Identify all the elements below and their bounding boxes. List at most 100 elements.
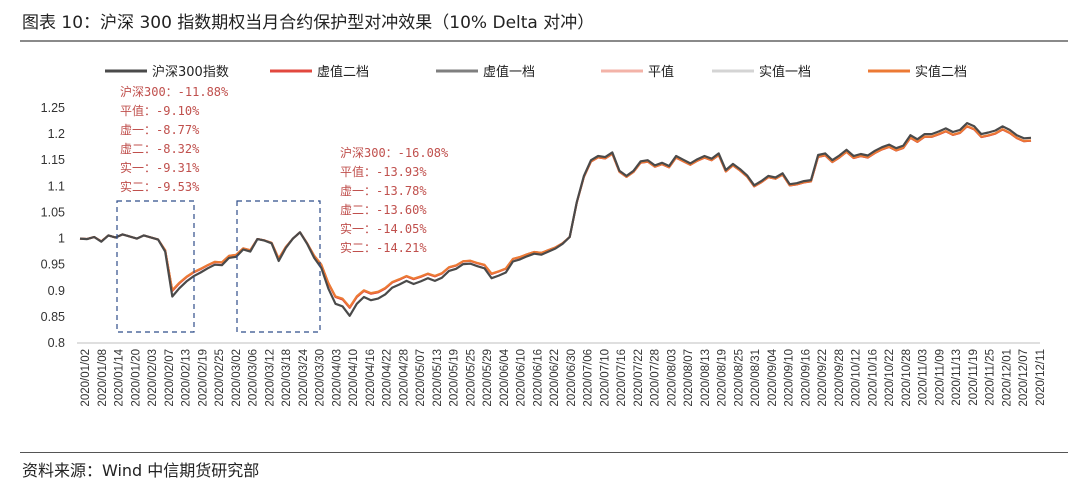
series-line-1 [79, 125, 1032, 309]
x-tick-label: 2020/02/07 [164, 349, 176, 407]
series-line-2 [79, 125, 1032, 309]
source-divider [20, 452, 1068, 453]
annotation-block: 沪深300：-11.88% 平值：-9.10% 虚一：-8.77% 虚二：-8.32%… [120, 85, 229, 194]
x-tick-label: 2020/08/13 [700, 349, 712, 407]
y-tick-label: 0.95 [41, 258, 65, 272]
legend-label: 虚值一档 [483, 64, 535, 80]
x-tick-label: 2020/07/16 [616, 349, 628, 407]
x-tick-label: 2020/01/14 [114, 348, 126, 406]
x-tick-label: 2020/10/16 [867, 349, 879, 407]
x-tick-label: 2020/02/19 [197, 349, 209, 407]
y-tick-label: 1.25 [41, 101, 65, 115]
x-tick-label: 2020/03/24 [298, 348, 310, 406]
legend-item: 实值一档 [712, 64, 811, 80]
x-tick-label: 2020/04/28 [398, 349, 410, 407]
annotation-line: 实二：-9.53% [120, 179, 200, 194]
x-tick-label: 2020/08/25 [733, 349, 745, 407]
x-tick-label: 2020/09/28 [834, 349, 846, 407]
x-tick-label: 2020/04/22 [382, 349, 394, 407]
x-tick-label: 2020/09/04 [767, 348, 779, 406]
x-tick-label: 2020/08/03 [666, 349, 678, 407]
x-tick-label: 2020/03/30 [315, 349, 327, 407]
legend-item: 虚值一档 [436, 64, 535, 80]
x-tick-label: 2020/12/11 [1035, 349, 1047, 406]
x-tick-label: 2020/03/06 [248, 349, 260, 407]
x-tick-label: 2020/05/13 [432, 349, 444, 407]
title-divider [20, 40, 1068, 42]
x-tick-label: 2020/10/22 [884, 349, 896, 407]
x-tick-label: 2020/12/01 [1001, 349, 1013, 407]
x-tick-label: 2020/08/19 [717, 349, 729, 407]
x-tick-label: 2020/05/07 [415, 349, 427, 407]
x-tick-label: 2020/05/29 [482, 349, 494, 407]
x-tick-label: 2020/07/28 [650, 349, 662, 407]
x-tick-label: 2020/02/25 [214, 349, 226, 407]
x-tick-label: 2020/03/12 [264, 349, 276, 407]
source-note: 资料来源：Wind 中信期货研究部 [22, 461, 260, 480]
x-tick-label: 2020/10/28 [901, 349, 913, 407]
x-tick-label: 2020/04/03 [331, 349, 343, 407]
x-tick-label: 2020/09/10 [784, 349, 796, 407]
annotation-line: 平值：-9.10% [120, 103, 200, 118]
x-tick-label: 2020/05/25 [465, 349, 477, 407]
legend-item: 沪深300指数 [105, 64, 229, 80]
x-tick-label: 2020/02/03 [147, 349, 159, 407]
x-tick-label: 2020/06/22 [549, 349, 561, 407]
highlight-box [236, 200, 321, 333]
legend-label: 沪深300指数 [152, 64, 229, 80]
x-tick-label: 2020/11/19 [968, 349, 980, 406]
y-tick-label: 0.8 [48, 336, 65, 350]
x-tick-label: 2020/07/22 [633, 349, 645, 407]
legend-item: 实值二档 [868, 64, 967, 80]
annotation-line: 虚一：-8.77% [120, 123, 200, 137]
annotation-line: 虚二：-8.32% [120, 142, 200, 156]
legend-label: 虚值二档 [317, 64, 369, 80]
series-line-5 [79, 125, 1032, 308]
x-tick-label: 2020/01/20 [130, 349, 142, 407]
annotation-line: 实一：-9.31% [120, 160, 200, 175]
x-tick-label: 2020/06/04 [499, 348, 511, 406]
y-tick-label: 0.9 [48, 284, 65, 298]
title-bar: 图表 10：沪深 300 指数期权当月合约保护型对冲效果（10% Delta 对… [0, 0, 1080, 44]
x-tick-label: 2020/08/07 [683, 349, 695, 407]
annotation-block: 沪深300：-16.08% 平值：-13.93% 虚一：-13.78% 虚二：-13.… [340, 146, 449, 255]
x-tick-label: 2020/04/16 [365, 349, 377, 407]
chart-title: 图表 10：沪深 300 指数期权当月合约保护型对冲效果（10% Delta 对… [22, 13, 595, 33]
annotation-line: 沪深300：-16.08% [340, 146, 449, 160]
x-tick-label: 2020/01/02 [80, 349, 92, 407]
series-line-0 [79, 121, 1032, 317]
y-tick-label: 1.2 [48, 127, 65, 141]
series-line-4 [79, 125, 1032, 309]
y-tick-label: 1.05 [41, 205, 65, 219]
x-tick-label: 2020/09/22 [817, 349, 829, 407]
y-tick-label: 1.15 [41, 153, 65, 167]
annotation-line: 实二：-14.21% [340, 240, 427, 255]
chart-canvas: 1.25 1.2 1.15 1.1 1.05 1 0.95 0.9 0.85 0.8 2020/01… [41, 64, 1047, 407]
annotation-line: 实一：-14.05% [340, 221, 427, 236]
legend-label: 实值一档 [759, 64, 811, 80]
x-tick-label: 2020/10/12 [851, 349, 863, 407]
x-tick-label: 2020/11/09 [934, 349, 946, 406]
legend-item: 虚值二档 [270, 64, 369, 80]
x-tick-label: 2020/11/13 [951, 349, 963, 406]
highlight-box [116, 200, 195, 333]
annotation-line: 沪深300：-11.88% [120, 85, 229, 99]
series-line-3 [79, 125, 1032, 309]
y-tick-label: 1 [58, 232, 65, 246]
x-tick-label: 2020/09/16 [800, 349, 812, 407]
x-tick-label: 2020/04/10 [348, 349, 360, 407]
x-tick-label: 2020/03/18 [281, 349, 293, 407]
x-tick-label: 2020/12/07 [1018, 349, 1030, 407]
legend-label: 实值二档 [915, 64, 967, 80]
x-tick-label: 2020/07/06 [583, 349, 595, 407]
x-tick-label: 2020/01/08 [97, 349, 109, 407]
y-tick-label: 0.85 [41, 310, 65, 324]
x-tick-label: 2020/07/10 [599, 349, 611, 407]
x-tick-label: 2020/03/02 [231, 349, 243, 407]
legend-label: 平值 [648, 64, 674, 80]
x-tick-label: 2020/05/19 [449, 349, 461, 407]
annotation-line: 平值：-13.93% [340, 164, 427, 179]
legend-item: 平值 [601, 64, 674, 80]
annotation-line: 虚一：-13.78% [340, 184, 427, 198]
x-tick-label: 2020/11/03 [918, 349, 930, 406]
